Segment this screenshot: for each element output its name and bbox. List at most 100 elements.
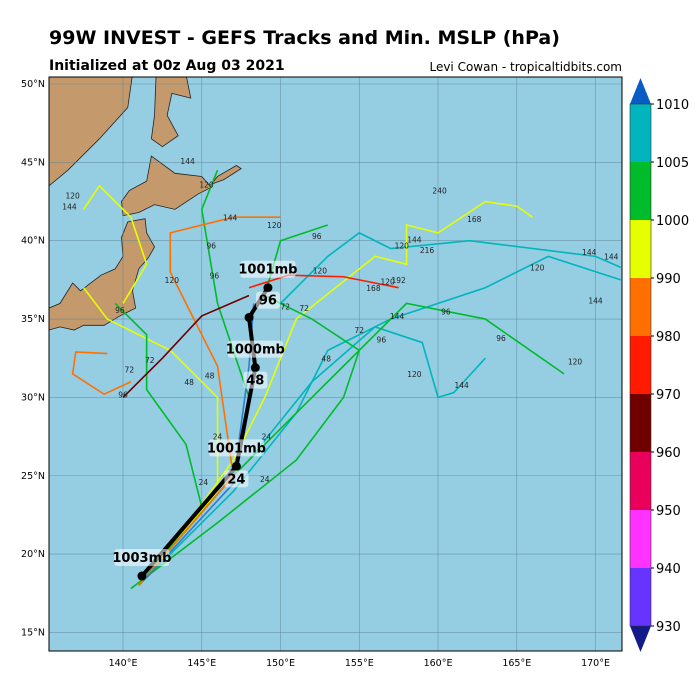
lat-tick-label: 25°N (21, 471, 45, 482)
member-hour-label: 240 (432, 187, 447, 196)
colorbar-tick-label: 990 (656, 272, 681, 287)
member-hour-label: 48 (184, 378, 194, 387)
colorbar-segment (630, 394, 651, 452)
member-hour-label: 96 (377, 336, 387, 345)
member-hour-label: 96 (441, 307, 451, 316)
sakhalin (150, 77, 192, 148)
colorbar-segment (630, 162, 651, 220)
lon-tick-label: 165°E (502, 658, 531, 669)
member-hour-label: 120 (267, 221, 282, 230)
mean-track-point (263, 283, 273, 293)
lat-tick-label: 35°N (21, 314, 45, 325)
lat-tick-label: 30°N (21, 392, 45, 403)
chart-subtitle: Initialized at 00z Aug 03 2021 (49, 58, 285, 74)
member-hour-label: 144 (390, 312, 405, 321)
member-track (248, 325, 486, 461)
colorbar-extend-bottom (630, 626, 651, 652)
member-hour-label: 96 (312, 232, 322, 241)
member-hour-label: 144 (582, 248, 597, 257)
colorbar-segment (630, 104, 651, 162)
member-hour-label: 48 (321, 354, 331, 363)
colorbar-segment (630, 568, 651, 626)
mainland-asia (49, 77, 133, 187)
member-hour-label: 120 (380, 278, 395, 287)
lon-tick-label: 140°E (109, 658, 138, 669)
honshu (49, 218, 155, 331)
pressure-label-bg (114, 549, 170, 567)
member-hour-label: 72 (280, 303, 290, 312)
member-track (130, 224, 361, 590)
member-hour-label: 168 (467, 215, 482, 224)
member-hour-label: 96 (206, 242, 216, 251)
mean-hour-label: 24 (227, 472, 245, 487)
member-track (248, 274, 399, 289)
member-hour-label: 72 (299, 304, 309, 313)
member-track (122, 294, 250, 398)
chart-title: 99W INVEST - GEFS Tracks and Min. MSLP (… (49, 27, 560, 49)
colorbar-tick-label: 1000 (656, 214, 689, 229)
pressure-label-bg (240, 260, 296, 278)
member-hour-label: 120 (65, 191, 80, 200)
pressure-label: 1000mb (226, 343, 285, 358)
pressure-label-bg (227, 340, 283, 358)
kurils (210, 165, 242, 186)
colorbar-tick-label: 930 (656, 620, 681, 635)
map-frame (48, 76, 623, 652)
lon-tick-label: 160°E (424, 658, 453, 669)
colorbar-tick-label: 970 (656, 388, 681, 403)
member-hour-label: 24 (199, 478, 209, 487)
colorbar-segment (630, 278, 651, 336)
colorbar-tick-label: 960 (656, 446, 681, 461)
lat-tick-label: 40°N (21, 236, 45, 247)
member-hour-label: 168 (366, 284, 381, 293)
member-hour-label: 144 (588, 296, 603, 305)
member-track (83, 287, 219, 586)
member-hour-label: 120 (530, 263, 545, 272)
member-hour-label: 96 (115, 306, 125, 315)
lon-tick-label: 155°E (345, 658, 374, 669)
lon-tick-label: 170°E (581, 658, 610, 669)
lon-tick-label: 150°E (266, 658, 295, 669)
pressure-label-bg (208, 439, 265, 457)
colorbar-segment (630, 510, 651, 568)
mean-hour-label: 96 (259, 294, 277, 309)
colorbar-segment (630, 336, 651, 394)
member-track (82, 184, 148, 304)
member-hour-label: 72 (125, 365, 135, 374)
hour-label-bg (224, 470, 249, 488)
member-hour-label: 120 (199, 180, 214, 189)
colorbar-tick-label: 950 (656, 504, 681, 519)
member-hour-label: 24 (213, 433, 223, 442)
mean-track-point (244, 312, 254, 322)
mean-hour-label: 48 (246, 374, 264, 389)
member-hour-label: 120 (395, 242, 410, 251)
member-hour-label: 144 (62, 202, 77, 211)
member-hour-label: 96 (210, 271, 220, 280)
member-hour-label: 48 (205, 372, 215, 381)
lat-tick-label: 50°N (21, 79, 45, 90)
member-hour-label: 24 (260, 475, 270, 484)
colorbar-frame (629, 103, 652, 627)
member-track (153, 200, 533, 571)
mean-track-point (137, 571, 147, 581)
pressure-label: 1001mb (207, 441, 266, 456)
member-hour-label: 120 (407, 370, 422, 379)
member-hour-label: 144 (407, 235, 422, 244)
pressure-label: 1003mb (112, 551, 171, 566)
colorbar-tick-label: 1010 (656, 98, 689, 113)
mean-track-point (231, 461, 241, 471)
credit: Levi Cowan - tropicaltidbits.com (429, 60, 622, 74)
member-hour-label: 144 (604, 253, 619, 262)
member-hour-label: 72 (355, 326, 365, 335)
hour-label-bg (243, 371, 268, 389)
colorbar-tick-label: 1005 (656, 156, 689, 171)
lat-tick-label: 15°N (21, 627, 45, 638)
colorbar-extend-top (630, 78, 651, 104)
member-hour-label: 72 (145, 356, 155, 365)
member-track (71, 351, 132, 396)
member-track (279, 231, 622, 304)
member-hour-label: 120 (165, 276, 180, 285)
lat-tick-label: 45°N (21, 157, 45, 168)
member-hour-label: 24 (262, 433, 272, 442)
